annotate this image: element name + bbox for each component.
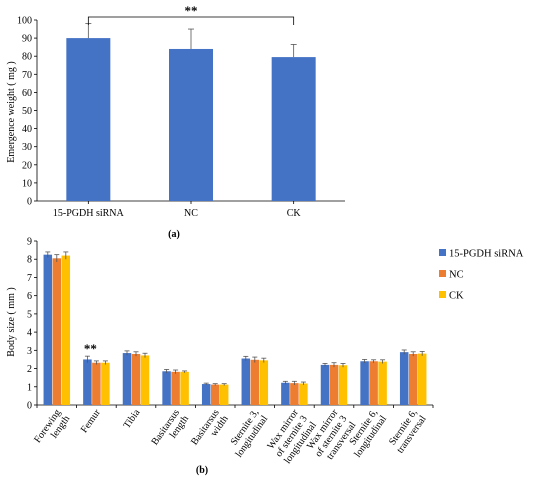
significance-bracket-a: [87, 16, 295, 25]
y-tick-label-b: 2: [27, 364, 32, 375]
y-axis-label-b: Body size ( mm ): [6, 287, 17, 356]
bar-b: [360, 361, 369, 405]
bar-b: [83, 359, 92, 405]
y-tick-label-a: 10: [22, 178, 32, 189]
bar-b: [329, 364, 339, 405]
y-tick-label-a: 30: [22, 142, 32, 153]
bar-b: [378, 361, 387, 405]
x-tick-label-line: Tibia: [122, 407, 143, 431]
legend-swatch: [439, 249, 446, 256]
bar-b: [259, 360, 269, 405]
x-tick-label-a: 15-PGDH siRNA: [53, 208, 125, 219]
bar-b: [219, 384, 229, 405]
bar-b: [101, 362, 110, 405]
bar-b: [241, 358, 251, 405]
bar-b: [281, 382, 290, 405]
legend-swatch: [439, 270, 446, 277]
bar-b: [171, 371, 180, 405]
y-tick-label-b: 1: [27, 382, 32, 393]
y-tick-label-a: 60: [22, 88, 32, 99]
y-tick-label-b: 9: [27, 237, 32, 248]
legend-label: 15-PGDH siRNA: [449, 249, 524, 260]
x-tick-label-b: Sternite 6,transversal: [386, 407, 429, 455]
bar-b: [43, 254, 53, 405]
bar-b: [61, 255, 71, 405]
y-tick-label-b: 5: [27, 309, 32, 320]
bar-a: [169, 48, 213, 202]
bar-b: [290, 383, 299, 405]
x-tick-label-b: Femur: [79, 407, 103, 435]
x-tick-label-b: Tibia: [122, 407, 143, 431]
y-tick-label-b: 7: [27, 273, 32, 284]
bar-b: [399, 352, 409, 405]
legend-label: CK: [449, 291, 464, 302]
x-tick-label-b: Forewinglength: [32, 407, 72, 451]
panel-label-a: (a): [168, 229, 180, 240]
bar-b: [180, 371, 189, 405]
panel-label-b: (b): [196, 465, 208, 476]
y-tick-label-a: 20: [22, 160, 32, 171]
legend-swatch: [439, 291, 446, 298]
bar-b: [92, 362, 101, 405]
y-tick-label-b: 6: [27, 291, 32, 302]
y-tick-label-a: 50: [22, 106, 32, 117]
y-tick-label-a: 90: [22, 34, 32, 45]
bar-b: [210, 384, 220, 405]
bar-b: [408, 353, 418, 405]
x-tick-label-b: Basitarsuslength: [149, 407, 191, 453]
y-tick-label-b: 0: [27, 401, 32, 412]
x-tick-label-b: Basitarsuswidth: [189, 407, 231, 453]
bar-a: [66, 38, 111, 201]
bar-b: [201, 384, 211, 405]
y-tick-label-b: 3: [27, 346, 32, 357]
y-tick-label-a: 40: [22, 124, 32, 135]
y-tick-label-b: 8: [27, 255, 32, 266]
bar-b: [140, 355, 150, 405]
legend-label: NC: [449, 270, 464, 281]
x-tick-label-b: Sternite 3,longitudinal: [225, 407, 271, 459]
x-tick-label-a: NC: [184, 208, 198, 219]
significance-label-a: **: [185, 3, 198, 18]
significance-label-b: **: [84, 341, 97, 356]
y-tick-label-b: 4: [27, 328, 32, 339]
chart-b: Body size ( mm ) (b) 0 1 2 3 4 5 6 7 8 9 Forewingl…: [6, 237, 524, 477]
y-tick-label-a: 80: [22, 52, 32, 63]
bar-b: [320, 364, 330, 405]
y-tick-label-a: 70: [22, 70, 32, 81]
bar-a: [271, 57, 316, 202]
y-axis-label-a: Emergence weight ( mg ): [6, 61, 17, 162]
bar-b: [369, 361, 378, 405]
y-tick-label-a: 100: [17, 16, 32, 27]
x-tick-label-a: CK: [287, 208, 302, 219]
bar-b: [52, 258, 62, 405]
bar-b: [299, 383, 308, 405]
bar-b: [338, 365, 348, 405]
y-tick-label-a: 0: [27, 197, 32, 208]
bar-b: [131, 353, 141, 405]
bar-b: [250, 359, 260, 405]
bar-b: [122, 353, 132, 405]
chart-a: Emergence weight ( mg ) (a) 0 10 20 30 40 50 6…: [6, 3, 345, 240]
bar-b: [162, 371, 171, 405]
bar-b: [417, 353, 427, 405]
x-tick-label-line: Femur: [79, 407, 103, 435]
